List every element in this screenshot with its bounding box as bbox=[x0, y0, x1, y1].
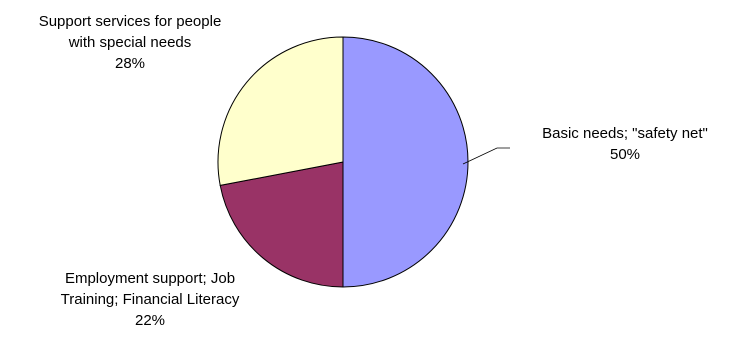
pie-labels: Basic needs; "safety net" 50% Employment s… bbox=[39, 13, 708, 329]
pie-category-label: Basic needs; "safety net" bbox=[542, 125, 708, 142]
pie-leader-lines bbox=[462, 147, 510, 165]
pie-category-label: Support services for people bbox=[39, 13, 222, 30]
pie-label-2: Employment support; Job Training; Financi… bbox=[61, 270, 240, 329]
pie-slice-3 bbox=[217, 36, 344, 187]
pie-percent-label: 50% bbox=[610, 146, 640, 163]
pie-category-label: Employment support; Job bbox=[65, 270, 235, 287]
pie-category-label: Training; Financial Literacy bbox=[61, 291, 240, 308]
pie-percent-label: 28% bbox=[115, 55, 145, 72]
pie-label-1: Basic needs; "safety net" 50% bbox=[542, 125, 708, 163]
leader-line-1 bbox=[462, 147, 510, 165]
pie-percent-label: 22% bbox=[135, 312, 165, 329]
pie-label-3: Support services for people with special … bbox=[39, 13, 222, 72]
pie-slice-2 bbox=[219, 161, 344, 288]
pie-slice-1 bbox=[342, 36, 469, 288]
pie-category-label: with special needs bbox=[68, 34, 192, 51]
pie-slices bbox=[217, 36, 469, 288]
